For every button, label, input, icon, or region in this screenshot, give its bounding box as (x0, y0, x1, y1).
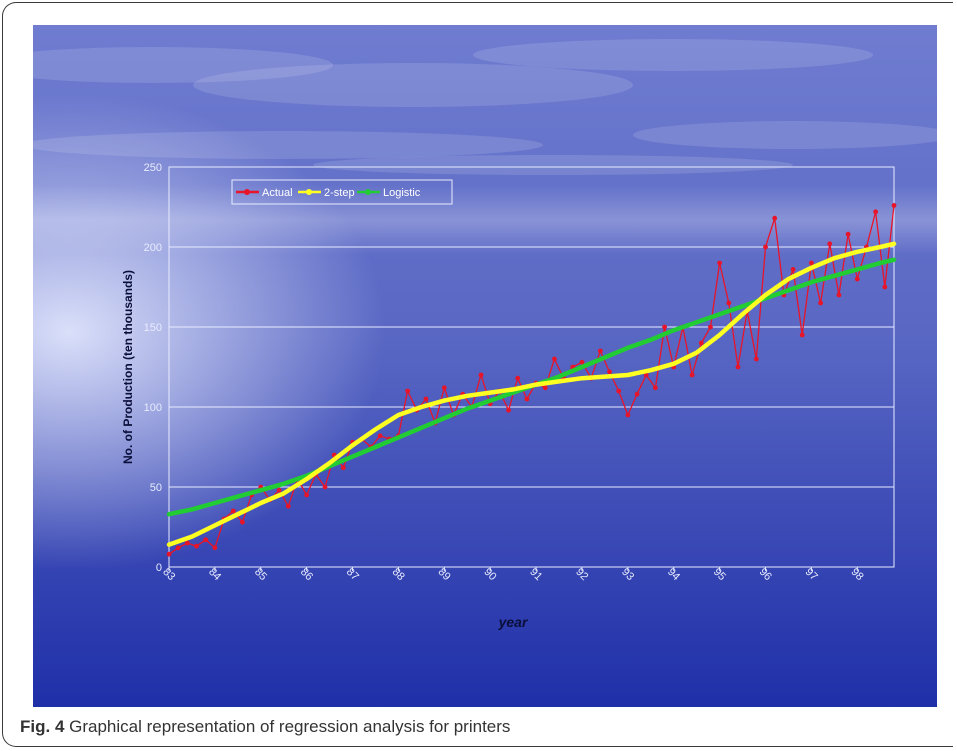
point-actual-38 (515, 375, 521, 381)
point-actual-37 (506, 407, 511, 413)
legend-marker-actual (244, 189, 250, 195)
y-axis-label: No. of Production (ten thousands) (121, 270, 135, 464)
cloud-5 (313, 155, 793, 175)
point-actual-72 (827, 241, 833, 247)
figure-caption: Fig. 4 Graphical representation of regre… (20, 717, 510, 737)
point-actual-5 (212, 545, 218, 551)
point-actual-57 (689, 372, 695, 378)
point-actual-19 (340, 465, 346, 471)
caption-text: Graphical representation of regression a… (69, 717, 511, 736)
point-actual-79 (891, 203, 897, 208)
series-layer (166, 203, 897, 557)
y-tick-label-250: 250 (144, 162, 162, 174)
point-actual-58 (698, 340, 704, 346)
point-actual-69 (799, 332, 805, 338)
point-actual-49 (616, 388, 622, 394)
point-actual-78 (882, 284, 888, 290)
point-actual-66 (772, 215, 778, 221)
point-actual-41 (542, 385, 548, 391)
series-line-actual (168, 204, 895, 555)
legend-label-2-step: 2-step (324, 187, 355, 199)
cloud-4 (33, 131, 543, 159)
point-actual-64 (753, 356, 759, 362)
point-actual-26 (405, 388, 411, 394)
y-tick-label-0: 0 (156, 562, 162, 574)
point-actual-28 (423, 396, 429, 402)
point-actual-39 (524, 396, 530, 402)
y-tick-label-100: 100 (144, 402, 162, 414)
cloud-1 (193, 63, 633, 107)
point-actual-23 (377, 433, 383, 439)
point-actual-48 (607, 369, 612, 375)
point-actual-4 (203, 537, 209, 543)
point-actual-51 (634, 391, 640, 397)
sun-glow (33, 25, 937, 707)
point-actual-1 (175, 545, 181, 551)
point-actual-12 (276, 487, 282, 493)
point-actual-65 (763, 244, 768, 250)
point-actual-42 (552, 356, 557, 362)
y-tick-label-150: 150 (144, 322, 162, 334)
point-actual-3 (194, 543, 199, 549)
legend-marker-2-step (306, 189, 312, 195)
point-actual-70 (809, 260, 814, 266)
point-actual-77 (873, 209, 879, 215)
cloud-2 (473, 39, 873, 71)
point-actual-59 (708, 324, 713, 330)
point-actual-68 (790, 267, 796, 272)
point-actual-71 (818, 300, 823, 306)
point-actual-53 (652, 385, 658, 391)
point-actual-54 (662, 324, 667, 330)
point-actual-30 (441, 385, 447, 391)
point-actual-75 (854, 276, 860, 282)
point-actual-0 (166, 551, 172, 557)
point-actual-7 (230, 508, 236, 514)
point-actual-17 (322, 484, 328, 490)
chart-legend: Actual 2-step Logistic (231, 179, 453, 205)
point-actual-45 (579, 359, 585, 365)
legend-label-actual: Actual (262, 187, 293, 199)
point-actual-60 (717, 260, 723, 266)
legend-marker-logistic (365, 189, 371, 195)
point-actual-8 (240, 519, 245, 525)
point-actual-50 (625, 412, 631, 418)
series-line-2-step (166, 241, 897, 547)
cloud-layer (33, 39, 937, 175)
cloud-3 (633, 121, 937, 149)
grid-lines (169, 166, 894, 568)
point-actual-74 (845, 231, 851, 237)
point-actual-34 (478, 372, 484, 378)
point-actual-13 (285, 503, 291, 509)
cloud-0 (33, 47, 333, 83)
legend-box (231, 179, 453, 205)
y-tick-label-200: 200 (144, 242, 162, 254)
point-actual-62 (735, 364, 741, 370)
point-actual-47 (597, 348, 603, 354)
point-actual-61 (726, 300, 732, 306)
caption-label: Fig. 4 (20, 717, 65, 736)
y-tick-labels: 0 50 100 150 200 250 (144, 162, 162, 574)
x-axis-label: year (498, 614, 529, 630)
point-actual-52 (643, 372, 649, 378)
y-tick-label-50: 50 (150, 482, 162, 494)
legend-label-logistic: Logistic (383, 187, 421, 199)
point-actual-73 (836, 292, 842, 298)
point-actual-15 (304, 492, 310, 498)
chart-figure: 0 50 100 150 200 250 83 84 85 86 87 88 89 90 91 92 93 94… (33, 25, 937, 707)
point-actual-2 (184, 540, 190, 546)
